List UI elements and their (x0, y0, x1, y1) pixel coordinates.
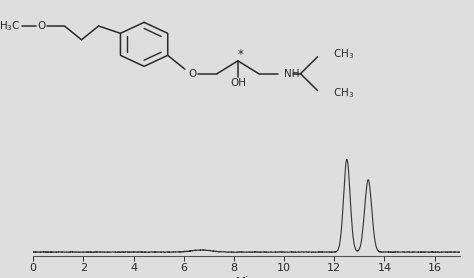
Text: CH$_3$: CH$_3$ (333, 48, 355, 61)
Text: NH: NH (284, 69, 300, 79)
Text: CH$_3$: CH$_3$ (333, 86, 355, 100)
X-axis label: Min: Min (236, 276, 257, 278)
Text: *: * (238, 48, 244, 61)
Text: O: O (188, 69, 197, 79)
Text: OH: OH (230, 78, 246, 88)
Text: H$_3$C: H$_3$C (0, 19, 21, 33)
Text: O: O (37, 21, 46, 31)
